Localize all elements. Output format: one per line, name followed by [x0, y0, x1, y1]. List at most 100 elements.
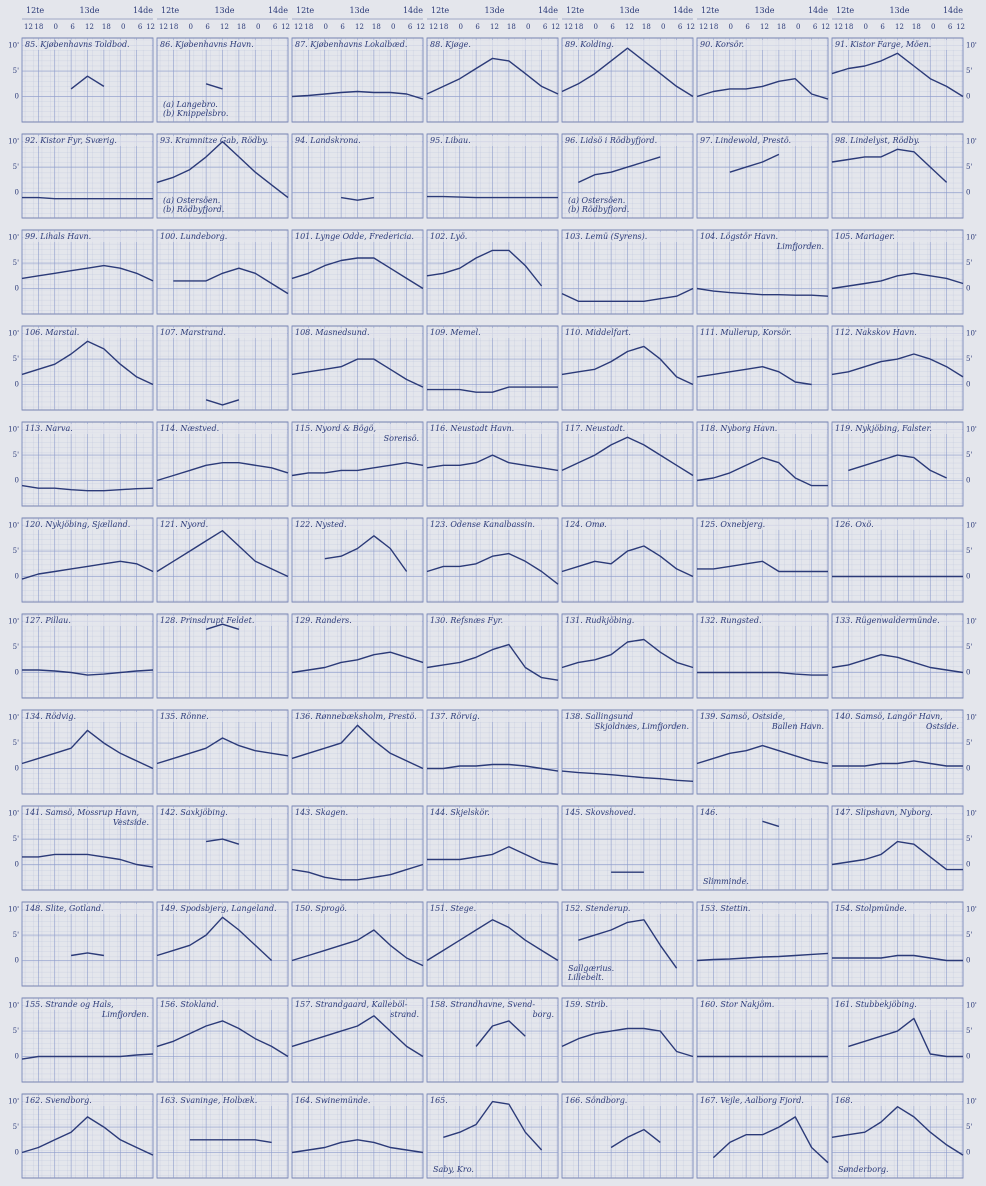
y-tick-label: 10' [966, 138, 977, 146]
x-tick-label: 12 [834, 23, 843, 31]
y-tick-label: 10' [8, 330, 19, 338]
x-tick-label: 18 [642, 23, 651, 31]
y-tick-label: 0 [15, 93, 19, 101]
panel-title: 88. Kjøge. [430, 40, 471, 49]
y-tick-label: 5' [966, 1123, 972, 1131]
panel-title: 98. Lindelyst, Rödby. [835, 136, 920, 145]
day-label: 12te [566, 6, 584, 15]
y-tick-label: 0 [15, 765, 19, 773]
x-tick-label: 12 [416, 23, 425, 31]
y-tick-label: 0 [15, 381, 19, 389]
y-tick-label: 5' [966, 1027, 972, 1035]
panel-note: Sønderborg. [838, 1165, 889, 1174]
panel-note: Saby, Kro. [433, 1165, 474, 1174]
y-tick-label: 10' [8, 714, 19, 722]
x-tick-label: 18 [844, 23, 853, 31]
panel-title: 132. Rungsted. [700, 616, 762, 625]
y-tick-label: 0 [966, 189, 970, 197]
day-label: 14de [538, 6, 558, 15]
chart: 12te13de14de1218061218061212te13de14de12… [0, 0, 986, 1186]
x-tick-label: 6 [408, 23, 413, 31]
day-label: 14de [943, 6, 963, 15]
panel-title: 95. Libau. [430, 136, 471, 145]
panel-title: 125. Oxnebjerg. [700, 520, 765, 529]
panel-title: 116. Neustadt Havn. [430, 424, 514, 433]
panel-title: 104. Lögstör Havn. [700, 232, 778, 241]
day-label: 14de [133, 6, 153, 15]
panel-title: 129. Randers. [295, 616, 352, 625]
x-tick-label: 6 [813, 23, 818, 31]
x-tick-label: 18 [372, 23, 381, 31]
page: 12te13de14de1218061218061212te13de14de12… [0, 0, 986, 1186]
panel-note: (b) Knippelsbro. [163, 109, 228, 118]
panel-title: 112. Nakskov Havn. [835, 328, 917, 337]
panel-note: (a) Langebro. [163, 100, 218, 109]
y-tick-label: 0 [966, 93, 970, 101]
x-tick-label: 12 [490, 23, 499, 31]
y-tick-label: 5' [13, 931, 19, 939]
day-label: 14de [268, 6, 288, 15]
panel-subtitle: Ostside. [926, 722, 959, 731]
y-tick-label: 5' [13, 1027, 19, 1035]
panel-title: 166. Söndborg. [565, 1096, 627, 1105]
x-tick-label: 18 [34, 23, 43, 31]
panel-title: 89. Kolding. [565, 40, 614, 49]
panel-title: 152. Stenderup. [565, 904, 630, 913]
y-tick-label: 10' [966, 906, 977, 914]
panel-title: 121. Nyord. [160, 520, 208, 529]
panel-title: 140. Samsö, Langör Havn, [835, 712, 943, 721]
panel-title: 126. Oxö. [835, 520, 874, 529]
y-tick-label: 0 [966, 957, 970, 965]
panel-note: (a) Ostersöen. [568, 196, 625, 205]
y-tick-label: 0 [15, 1053, 19, 1061]
panel-title: 96. Lidsö i Rödbyfjord. [565, 136, 657, 145]
x-tick-label: 12 [355, 23, 364, 31]
panel-title: 90. Korsör. [700, 40, 744, 49]
y-tick-label: 0 [966, 861, 970, 869]
panel-title: 85. Kjøbenhavns Toldbod. [25, 40, 130, 49]
panel-title: 135. Rönne. [160, 712, 209, 721]
x-tick-label: 0 [729, 23, 733, 31]
y-tick-label: 5' [13, 835, 19, 843]
panel-title: 123. Odense Kanalbassin. [430, 520, 535, 529]
y-tick-label: 5' [13, 163, 19, 171]
day-label: 12te [701, 6, 719, 15]
x-tick-label: 6 [880, 23, 885, 31]
x-tick-label: 18 [709, 23, 718, 31]
panel-title: 151. Stege. [430, 904, 476, 913]
y-tick-label: 10' [966, 522, 977, 530]
y-tick-label: 0 [15, 957, 19, 965]
x-tick-label: 12 [24, 23, 33, 31]
y-tick-label: 5' [13, 1123, 19, 1131]
panel-title: 153. Stettin. [700, 904, 750, 913]
panel-title: 128. Prinsdrupt Feldet. [160, 616, 254, 625]
panel-title: 154. Stolpmünde. [835, 904, 907, 913]
panel-subtitle: Vestside. [113, 818, 149, 827]
day-label: 14de [808, 6, 828, 15]
panel-title: 138. Sallingsund [565, 712, 633, 721]
panel-title: 93. Kramnitze Gab, Rödby. [160, 136, 268, 145]
panel-title: 157. Strandgaard, Kalleböl- [295, 1000, 408, 1009]
x-tick-label: 0 [391, 23, 395, 31]
y-tick-label: 10' [8, 810, 19, 818]
panel-title: 155. Strande og Hals, [25, 1000, 114, 1009]
x-tick-label: 6 [678, 23, 683, 31]
panel-title: 106. Marstal. [25, 328, 79, 337]
day-label: 13de [889, 6, 909, 15]
panel-title: 122. Nysted. [295, 520, 347, 529]
panel-title: 164. Swinemünde. [295, 1096, 370, 1105]
x-tick-label: 0 [864, 23, 868, 31]
y-tick-label: 0 [15, 189, 19, 197]
x-tick-label: 18 [237, 23, 246, 31]
x-tick-label: 6 [543, 23, 548, 31]
panel-note: (a) Ostersöen. [163, 196, 220, 205]
y-tick-label: 10' [966, 618, 977, 626]
y-tick-label: 0 [15, 573, 19, 581]
day-label: 12te [836, 6, 854, 15]
y-tick-label: 0 [15, 477, 19, 485]
panel-note: (b) Rödbyfjord. [568, 205, 629, 214]
panel-title: 92. Kistor Fyr, Sværig. [25, 136, 117, 145]
y-tick-label: 10' [966, 234, 977, 242]
panel-title: 105. Mariager. [835, 232, 895, 241]
day-label: 13de [349, 6, 369, 15]
